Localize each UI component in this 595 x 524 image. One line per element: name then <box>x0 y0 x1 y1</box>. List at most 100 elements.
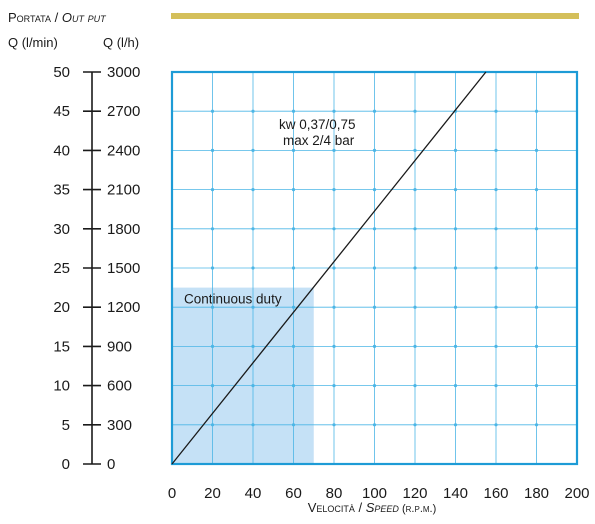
grid-dot <box>494 109 498 113</box>
grid-dot <box>332 423 336 427</box>
grid-dot <box>251 109 255 113</box>
x-axis-tick-label: 200 <box>564 485 589 502</box>
grid-dot <box>534 266 539 270</box>
left-axis-tick-label: 0 <box>62 456 70 473</box>
right-axis-tick-label: 600 <box>107 378 132 395</box>
grid-dot <box>372 109 377 113</box>
grid-dot <box>210 305 215 309</box>
grid-dot <box>291 384 296 388</box>
grid-dot <box>332 188 336 192</box>
grid-dot <box>453 344 458 348</box>
left-axis-tick-label: 20 <box>53 299 70 316</box>
left-axis-tick-label: 15 <box>53 338 70 355</box>
series-annotation-line1: kw 0,37/0,75 <box>279 117 356 132</box>
grid-dot <box>534 227 539 231</box>
grid-dot <box>453 305 458 309</box>
grid-dot <box>332 305 336 309</box>
grid-dot <box>372 266 377 270</box>
grid-dot <box>372 227 377 231</box>
grid-dot <box>494 188 498 192</box>
grid-dot <box>494 305 498 309</box>
grid-dot <box>494 384 498 388</box>
grid-dot <box>251 227 255 231</box>
grid-dot <box>291 188 296 192</box>
chart-grid <box>172 72 577 464</box>
grid-dot <box>210 109 215 113</box>
grid-dot <box>534 188 539 192</box>
grid-dot <box>534 384 539 388</box>
right-axis-tick-label: 300 <box>107 417 132 434</box>
grid-dot <box>413 109 417 113</box>
left-axis-tick-label: 30 <box>53 221 70 238</box>
grid-dot <box>291 305 296 309</box>
x-axis-tick-label: 40 <box>245 485 262 502</box>
grid-dot <box>251 423 255 427</box>
x-axis-tick-label: 180 <box>524 485 549 502</box>
grid-dot <box>494 148 498 152</box>
grid-dot <box>372 344 377 348</box>
x-axis-tick-label: 20 <box>204 485 221 502</box>
grid-dot <box>332 384 336 388</box>
continuous-duty-label: Continuous duty <box>184 292 282 307</box>
grid-dot <box>372 423 377 427</box>
grid-dot <box>534 423 539 427</box>
x-axis-labels: 0 20 40 60 80 100 120 140 160 180 200 <box>168 485 590 502</box>
grid-dot <box>372 384 377 388</box>
grid-dot <box>453 227 458 231</box>
grid-dot <box>210 266 215 270</box>
grid-dot <box>291 109 296 113</box>
grid-dot <box>413 266 417 270</box>
grid-dot <box>291 344 296 348</box>
grid-dot <box>413 188 417 192</box>
grid-dot <box>291 148 296 152</box>
grid-dot <box>494 227 498 231</box>
grid-dot <box>534 344 539 348</box>
series-annotation-line2: max 2/4 bar <box>283 133 355 148</box>
right-axis-tick-label: 1800 <box>107 221 140 238</box>
grid-dot <box>494 266 498 270</box>
x-axis-tick-label: 60 <box>285 485 302 502</box>
right-axis-labels: 0 300 600 900 1200 1500 1800 2100 2400 2700 3000 <box>107 64 140 473</box>
grid-dot <box>210 227 215 231</box>
x-axis-tick-label: 120 <box>402 485 427 502</box>
grid-dot <box>332 266 336 270</box>
grid-dot <box>372 305 377 309</box>
grid-dot <box>413 423 417 427</box>
grid-dot <box>210 148 215 152</box>
grid-dot <box>372 148 377 152</box>
grid-dot <box>210 188 215 192</box>
left-axis-labels: 0 5 10 15 20 25 30 35 40 45 50 <box>53 64 70 473</box>
right-axis-tick-label: 2400 <box>107 142 140 159</box>
x-axis-tick-label: 100 <box>362 485 387 502</box>
right-axis-tick-label: 1200 <box>107 299 140 316</box>
grid-dot <box>534 305 539 309</box>
grid-dot <box>453 423 458 427</box>
grid-dot <box>413 344 417 348</box>
grid-dot <box>251 148 255 152</box>
grid-dot <box>251 305 255 309</box>
grid-dot <box>251 188 255 192</box>
right-axis-tick-label: 1500 <box>107 260 140 277</box>
x-axis-tick-label: 0 <box>168 485 176 502</box>
left-axis-tick-label: 5 <box>62 417 70 434</box>
chart-title: Portata / Out put <box>8 10 107 25</box>
right-axis-unit: Q (l/h) <box>103 35 139 50</box>
grid-dot <box>251 384 255 388</box>
x-axis-tick-label: 80 <box>326 485 343 502</box>
right-axis-tick-label: 3000 <box>107 64 140 81</box>
header-accent-bar <box>171 13 579 19</box>
left-axis-unit: Q (l/min) <box>8 35 58 50</box>
plot-frame <box>170 70 579 466</box>
left-axis-tick-label: 10 <box>53 378 70 395</box>
series-line-kw-037-075 <box>171 71 487 465</box>
right-axis-tick-label: 0 <box>107 456 115 473</box>
grid-dot <box>251 266 255 270</box>
left-axis-tick-label: 40 <box>53 142 70 159</box>
grid-dot <box>332 227 336 231</box>
left-axis-ticks <box>83 71 101 465</box>
left-axis-tick-label: 50 <box>53 64 70 81</box>
right-axis-tick-label: 2100 <box>107 182 140 199</box>
grid-dot <box>210 344 215 348</box>
grid-dot <box>534 148 539 152</box>
